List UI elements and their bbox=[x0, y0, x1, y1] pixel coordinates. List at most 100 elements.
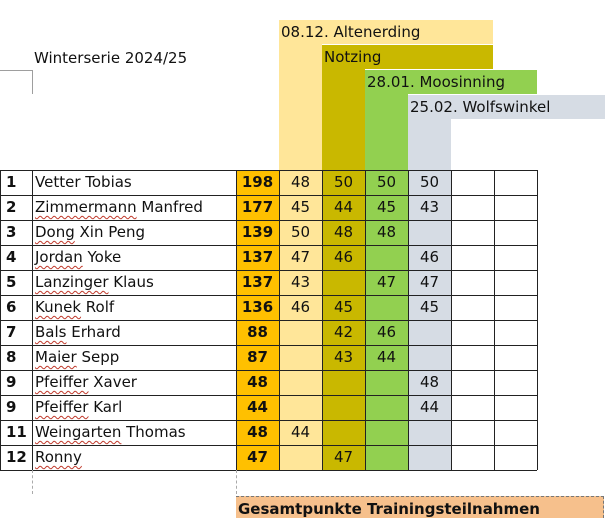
score-cell[interactable]: 48 bbox=[333, 223, 354, 241]
rank-cell[interactable]: 9 bbox=[6, 373, 17, 391]
rank-cell[interactable]: 11 bbox=[6, 423, 27, 441]
empty-cell[interactable] bbox=[494, 420, 537, 445]
empty-cell[interactable] bbox=[494, 370, 537, 395]
score-cell[interactable] bbox=[365, 445, 408, 470]
score-cell[interactable] bbox=[365, 245, 408, 270]
name-cell[interactable]: Maier Sepp bbox=[35, 348, 120, 366]
score-cell[interactable]: 47 bbox=[376, 273, 397, 291]
score-cell[interactable]: 48 bbox=[419, 373, 440, 391]
score-cell[interactable] bbox=[365, 370, 408, 395]
empty-cell[interactable] bbox=[494, 195, 537, 220]
score-cell[interactable] bbox=[279, 445, 322, 470]
score-cell[interactable] bbox=[365, 395, 408, 420]
total-cell[interactable]: 137 bbox=[241, 273, 274, 291]
footer-label[interactable]: Gesamtpunkte Trainingsteilnahmen bbox=[236, 496, 604, 518]
score-cell[interactable]: 42 bbox=[333, 323, 354, 341]
score-cell[interactable] bbox=[408, 445, 451, 470]
total-cell[interactable]: 139 bbox=[241, 223, 274, 241]
empty-cell[interactable] bbox=[451, 270, 494, 295]
score-cell[interactable] bbox=[365, 295, 408, 320]
score-cell[interactable] bbox=[408, 320, 451, 345]
score-cell[interactable]: 48 bbox=[376, 223, 397, 241]
score-cell[interactable]: 43 bbox=[419, 198, 440, 216]
score-cell[interactable]: 44 bbox=[290, 423, 311, 441]
score-cell[interactable]: 50 bbox=[376, 173, 397, 191]
name-cell[interactable]: Pfeiffer Karl bbox=[35, 398, 123, 416]
score-cell[interactable]: 45 bbox=[419, 298, 440, 316]
score-cell[interactable]: 45 bbox=[376, 198, 397, 216]
empty-cell[interactable] bbox=[494, 170, 537, 195]
score-cell[interactable] bbox=[279, 320, 322, 345]
score-cell[interactable]: 45 bbox=[290, 198, 311, 216]
rank-cell[interactable]: 6 bbox=[6, 298, 17, 316]
rank-cell[interactable]: 4 bbox=[6, 248, 17, 266]
score-cell[interactable] bbox=[322, 395, 365, 420]
empty-cell[interactable] bbox=[451, 295, 494, 320]
rank-cell[interactable]: 7 bbox=[6, 323, 17, 341]
total-cell[interactable]: 44 bbox=[247, 398, 268, 416]
empty-cell[interactable] bbox=[451, 170, 494, 195]
score-cell[interactable]: 47 bbox=[290, 248, 311, 266]
score-cell[interactable]: 47 bbox=[419, 273, 440, 291]
score-cell[interactable] bbox=[408, 345, 451, 370]
rank-cell[interactable]: 2 bbox=[6, 198, 17, 216]
name-cell[interactable]: Bals Erhard bbox=[35, 323, 121, 341]
score-cell[interactable]: 48 bbox=[290, 173, 311, 191]
name-cell[interactable]: Lanzinger Klaus bbox=[35, 273, 154, 291]
total-cell[interactable]: 177 bbox=[241, 198, 274, 216]
total-cell[interactable]: 198 bbox=[241, 173, 274, 191]
name-cell[interactable]: Vetter Tobias bbox=[35, 173, 132, 191]
empty-cell[interactable] bbox=[494, 245, 537, 270]
total-cell[interactable]: 48 bbox=[247, 423, 268, 441]
rank-cell[interactable]: 1 bbox=[6, 173, 17, 191]
score-cell[interactable]: 45 bbox=[333, 298, 354, 316]
total-cell[interactable]: 137 bbox=[241, 248, 274, 266]
empty-cell[interactable] bbox=[451, 445, 494, 470]
score-cell[interactable] bbox=[279, 345, 322, 370]
total-cell[interactable]: 48 bbox=[247, 373, 268, 391]
event-title[interactable]: 08.12. Altenerding bbox=[281, 23, 421, 41]
rank-cell[interactable]: 9 bbox=[6, 398, 17, 416]
name-cell[interactable]: Jordan Yoke bbox=[35, 248, 122, 266]
empty-cell[interactable] bbox=[451, 345, 494, 370]
rank-cell[interactable]: 5 bbox=[6, 273, 17, 291]
name-cell[interactable]: Zimmermann Manfred bbox=[35, 198, 203, 216]
score-cell[interactable] bbox=[322, 370, 365, 395]
score-cell[interactable]: 43 bbox=[333, 348, 354, 366]
score-cell[interactable]: 46 bbox=[290, 298, 311, 316]
name-cell[interactable]: Weingarten Thomas bbox=[35, 423, 186, 441]
score-cell[interactable]: 46 bbox=[333, 248, 354, 266]
name-cell[interactable]: Ronny bbox=[35, 448, 82, 466]
score-cell[interactable] bbox=[322, 270, 365, 295]
empty-cell[interactable] bbox=[451, 370, 494, 395]
rank-cell[interactable]: 8 bbox=[6, 348, 17, 366]
rank-cell[interactable]: 3 bbox=[6, 223, 17, 241]
score-cell[interactable] bbox=[279, 370, 322, 395]
score-cell[interactable] bbox=[279, 395, 322, 420]
empty-cell[interactable] bbox=[494, 445, 537, 470]
score-cell[interactable]: 50 bbox=[419, 173, 440, 191]
empty-cell[interactable] bbox=[451, 220, 494, 245]
score-cell[interactable]: 44 bbox=[419, 398, 440, 416]
empty-cell[interactable] bbox=[451, 320, 494, 345]
empty-cell[interactable] bbox=[451, 195, 494, 220]
empty-cell[interactable] bbox=[494, 220, 537, 245]
name-cell[interactable]: Pfeiffer Xaver bbox=[35, 373, 137, 391]
score-cell[interactable]: 50 bbox=[333, 173, 354, 191]
score-cell[interactable]: 44 bbox=[333, 198, 354, 216]
empty-cell[interactable] bbox=[494, 270, 537, 295]
total-cell[interactable]: 136 bbox=[241, 298, 274, 316]
total-cell[interactable]: 87 bbox=[247, 348, 268, 366]
total-cell[interactable]: 47 bbox=[247, 448, 268, 466]
empty-cell[interactable] bbox=[494, 295, 537, 320]
score-cell[interactable] bbox=[408, 220, 451, 245]
sheet-title[interactable]: Winterserie 2024/25 bbox=[34, 49, 188, 67]
score-cell[interactable]: 46 bbox=[419, 248, 440, 266]
empty-cell[interactable] bbox=[451, 420, 494, 445]
score-cell[interactable]: 50 bbox=[290, 223, 311, 241]
event-title[interactable]: Notzing bbox=[324, 48, 382, 66]
score-cell[interactable] bbox=[365, 420, 408, 445]
score-cell[interactable]: 44 bbox=[376, 348, 397, 366]
empty-cell[interactable] bbox=[494, 395, 537, 420]
name-cell[interactable]: Kunek Rolf bbox=[35, 298, 115, 316]
